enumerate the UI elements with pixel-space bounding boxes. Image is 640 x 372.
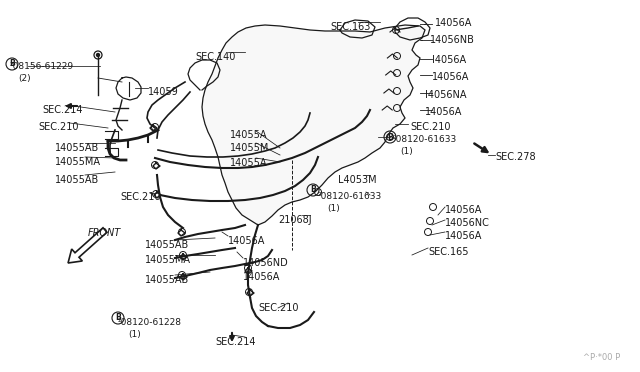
Text: 14056NB: 14056NB: [430, 35, 475, 45]
Text: 14056A: 14056A: [425, 107, 462, 117]
Text: SEC.214: SEC.214: [42, 105, 83, 115]
Text: B: B: [387, 132, 393, 141]
Text: ^P·*00 P: ^P·*00 P: [583, 353, 620, 362]
Text: (2): (2): [18, 74, 31, 83]
Text: 14055MA: 14055MA: [55, 157, 101, 167]
FancyArrow shape: [68, 228, 107, 263]
Text: 14059: 14059: [148, 87, 179, 97]
Text: SEC.210: SEC.210: [120, 192, 161, 202]
Text: 14055AB: 14055AB: [145, 275, 189, 285]
Circle shape: [97, 54, 99, 57]
Text: 14056A: 14056A: [228, 236, 266, 246]
Text: B: B: [310, 186, 316, 195]
Text: SEC.163: SEC.163: [330, 22, 371, 32]
Text: ²08120-61228: ²08120-61228: [118, 318, 182, 327]
Text: 14055AB: 14055AB: [55, 175, 99, 185]
Text: ²08120-61633: ²08120-61633: [393, 135, 457, 144]
Text: 21068J: 21068J: [278, 215, 312, 225]
Text: B: B: [115, 314, 121, 323]
Text: I4056NA: I4056NA: [425, 90, 467, 100]
Text: SEC.210: SEC.210: [38, 122, 79, 132]
Text: SEC.210: SEC.210: [410, 122, 451, 132]
Text: 14055A: 14055A: [230, 130, 268, 140]
Text: SEC.278: SEC.278: [495, 152, 536, 162]
Text: 14056A: 14056A: [432, 72, 469, 82]
Text: 14055AB: 14055AB: [55, 143, 99, 153]
Text: I4056A: I4056A: [432, 55, 466, 65]
Text: B: B: [9, 60, 15, 68]
Text: 14055M: 14055M: [230, 143, 269, 153]
Text: (1): (1): [327, 204, 340, 213]
Text: 14056A: 14056A: [445, 231, 483, 241]
Text: 14055AB: 14055AB: [145, 240, 189, 250]
Text: 14056A: 14056A: [445, 205, 483, 215]
Text: 14055MA: 14055MA: [145, 255, 191, 265]
Text: 14056NC: 14056NC: [445, 218, 490, 228]
Text: 14056A: 14056A: [435, 18, 472, 28]
Text: SEC.210: SEC.210: [258, 303, 298, 313]
Text: 14056A: 14056A: [243, 272, 280, 282]
Text: FRONT: FRONT: [88, 228, 121, 238]
Text: SEC.140: SEC.140: [195, 52, 236, 62]
Text: L4053M: L4053M: [338, 175, 376, 185]
Text: SEC.214: SEC.214: [215, 337, 255, 347]
Text: 14056ND: 14056ND: [243, 258, 289, 268]
Text: ²08120-61633: ²08120-61633: [318, 192, 382, 201]
Text: SEC.165: SEC.165: [428, 247, 468, 257]
Text: (1): (1): [400, 147, 413, 156]
Text: (1): (1): [128, 330, 141, 339]
Text: ²08156-61229: ²08156-61229: [10, 62, 74, 71]
Polygon shape: [202, 25, 425, 225]
Text: 14055A: 14055A: [230, 158, 268, 168]
